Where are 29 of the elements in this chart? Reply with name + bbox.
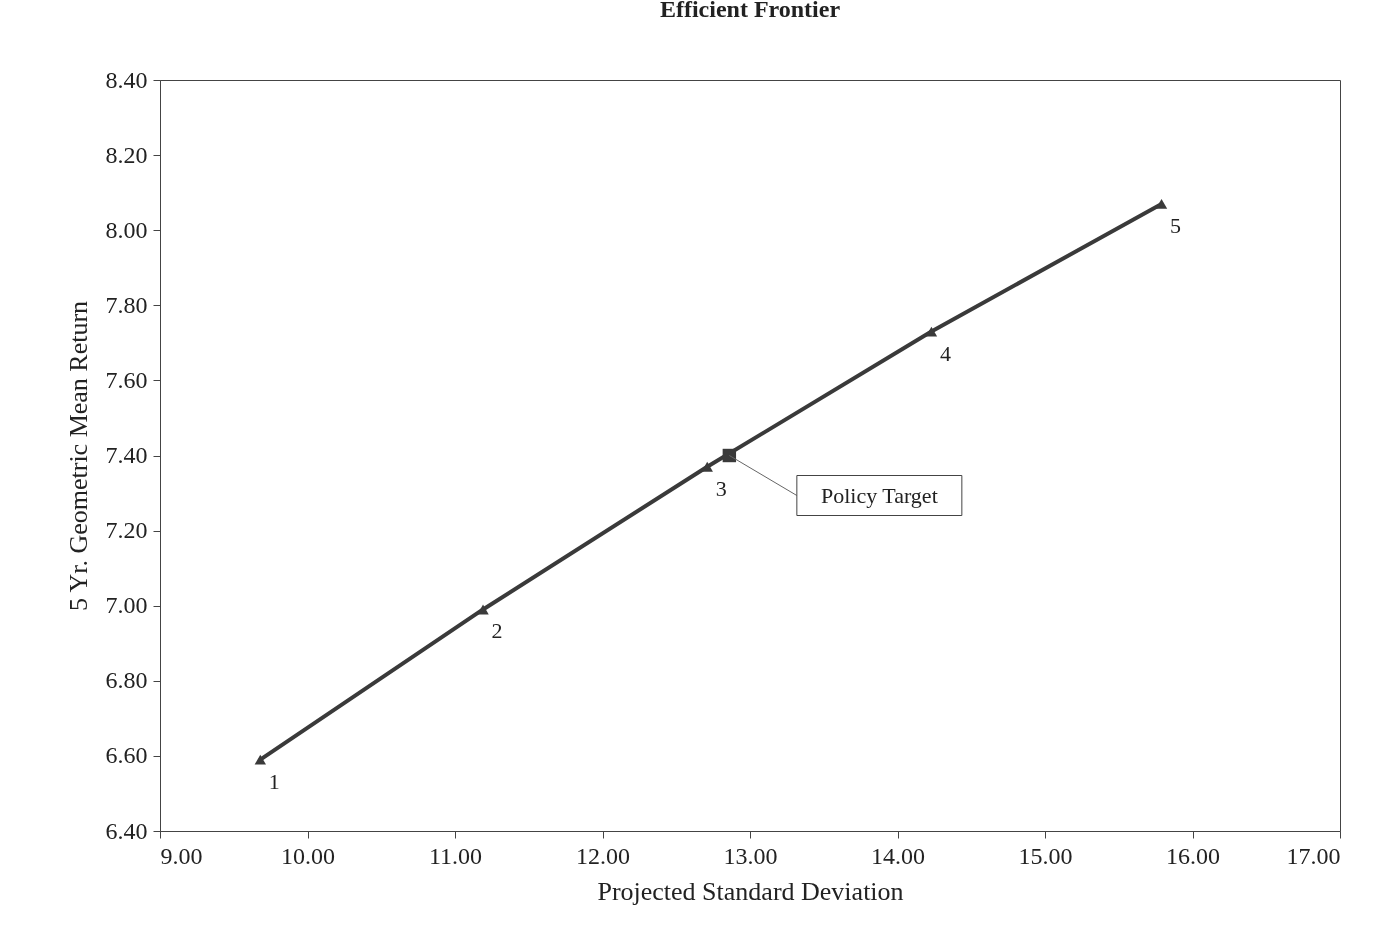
y-tick-label: 8.40 xyxy=(105,66,148,93)
annotation: 2 xyxy=(491,618,503,644)
annotation: 5 xyxy=(1170,212,1182,238)
x-tick-label: 14.00 xyxy=(871,842,925,869)
y-tick-label: 7.20 xyxy=(105,517,148,544)
x-axis-title: Projected Standard Deviation xyxy=(597,876,904,906)
annotation: 1 xyxy=(268,768,280,794)
y-tick-label: 6.40 xyxy=(105,817,148,844)
y-tick-label: 7.60 xyxy=(105,366,148,393)
x-tick-label: 17.00 xyxy=(1286,842,1341,869)
annotation: 4 xyxy=(939,340,951,366)
chart-title: Efficient Frontier xyxy=(659,0,841,22)
x-tick-label: 15.00 xyxy=(1018,842,1073,869)
y-tick-label: 7.80 xyxy=(105,291,148,318)
y-axis-title: 5 Yr. Geometric Mean Return xyxy=(63,300,93,612)
x-tick-label: 11.00 xyxy=(428,842,483,869)
annotation: Policy Target xyxy=(820,482,938,508)
x-tick-label: 10.00 xyxy=(281,842,335,869)
x-tick-label: 16.00 xyxy=(1166,842,1220,869)
annotation: 3 xyxy=(715,475,727,501)
y-tick-label: 6.60 xyxy=(105,742,148,769)
x-tick-label: 12.00 xyxy=(576,842,630,869)
x-tick-label: 9.00 xyxy=(160,842,203,869)
y-tick-label: 7.00 xyxy=(105,592,148,619)
y-tick-label: 8.00 xyxy=(105,216,148,243)
x-tick-label: 13.00 xyxy=(723,842,778,869)
y-tick-label: 8.20 xyxy=(105,141,148,168)
y-tick-label: 7.40 xyxy=(105,442,148,468)
y-tick-label: 6.80 xyxy=(105,667,148,694)
